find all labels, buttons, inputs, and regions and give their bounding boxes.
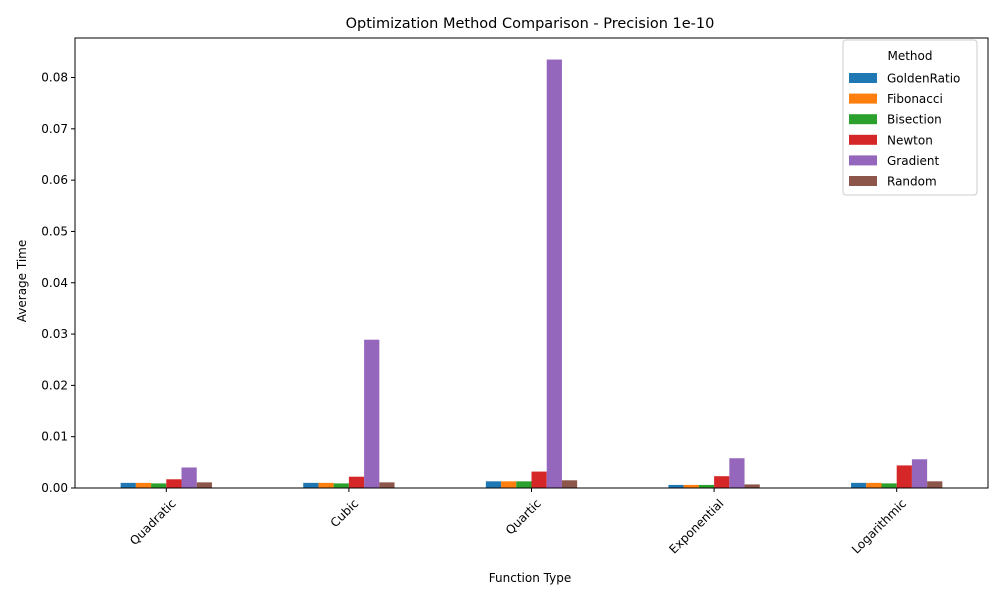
bar-newton-quadratic (166, 479, 182, 488)
bar-fibonacci-logarithmic (866, 482, 882, 488)
y-tick-label: 0.06 (41, 173, 68, 187)
bar-goldenratio-quadratic (120, 482, 136, 488)
bar-goldenratio-cubic (303, 482, 319, 488)
legend-swatch-gradient (849, 155, 877, 166)
y-tick-label: 0.00 (41, 481, 68, 495)
bar-random-quartic (561, 480, 578, 488)
legend-label-bisection: Bisection (887, 113, 942, 127)
bar-gradient-exponential (729, 458, 745, 488)
bar-fibonacci-quadratic (135, 482, 152, 488)
legend-swatch-newton (849, 134, 877, 145)
bar-fibonacci-quartic (501, 481, 517, 488)
y-tick-label: 0.01 (41, 430, 68, 444)
legend-label-goldenratio: GoldenRatio (887, 72, 960, 86)
legend-label-random: Random (887, 175, 937, 189)
bar-gradient-logarithmic (911, 459, 928, 488)
legend-swatch-bisection (849, 114, 877, 125)
bar-newton-exponential (714, 476, 730, 488)
y-tick-label: 0.03 (41, 327, 68, 341)
bar-random-logarithmic (927, 481, 943, 488)
bar-goldenratio-exponential (668, 484, 684, 488)
bar-bisection-quartic (516, 481, 532, 488)
bar-fibonacci-cubic (318, 482, 334, 488)
bar-random-quadratic (196, 482, 212, 488)
y-tick-label: 0.02 (41, 378, 68, 392)
bars-layer (120, 59, 943, 489)
legend-label-newton: Newton (887, 133, 933, 147)
bar-gradient-quartic (546, 59, 562, 489)
bar-goldenratio-logarithmic (851, 482, 867, 488)
bar-bisection-exponential (698, 484, 715, 488)
bar-bisection-cubic (333, 483, 349, 488)
y-tick-label: 0.04 (41, 276, 68, 290)
legend-swatch-random (849, 176, 877, 186)
legend-title: Method (887, 49, 932, 63)
bar-goldenratio-quartic (485, 481, 502, 488)
bar-random-cubic (379, 482, 395, 488)
bar-gradient-cubic (364, 339, 380, 488)
bar-random-exponential (744, 484, 760, 488)
y-axis-label: Average Time (15, 240, 29, 322)
legend-label-fibonacci: Fibonacci (887, 92, 943, 106)
y-tick-label: 0.07 (41, 122, 68, 136)
bar-gradient-quadratic (181, 467, 197, 488)
y-tick-label: 0.05 (41, 224, 68, 238)
legend-label-gradient: Gradient (887, 154, 940, 168)
x-axis-label: Function Type (489, 571, 571, 585)
legend: Method GoldenRatio Fibonacci Bisection Newt… (842, 39, 978, 196)
bar-bisection-quadratic (151, 483, 167, 488)
bar-newton-quartic (531, 471, 547, 488)
chart-title: Optimization Method Comparison - Precisi… (346, 16, 715, 32)
y-tick-label: 0.08 (41, 71, 68, 85)
legend-swatch-fibonacci (849, 93, 877, 104)
bar-bisection-logarithmic (881, 483, 897, 488)
bar-fibonacci-exponential (683, 484, 699, 488)
bar-newton-logarithmic (896, 465, 912, 488)
bar-newton-cubic (348, 476, 365, 488)
legend-items: GoldenRatio Fibonacci Bisection Newton Gradi… (849, 72, 960, 189)
legend-swatch-goldenratio (849, 73, 877, 83)
